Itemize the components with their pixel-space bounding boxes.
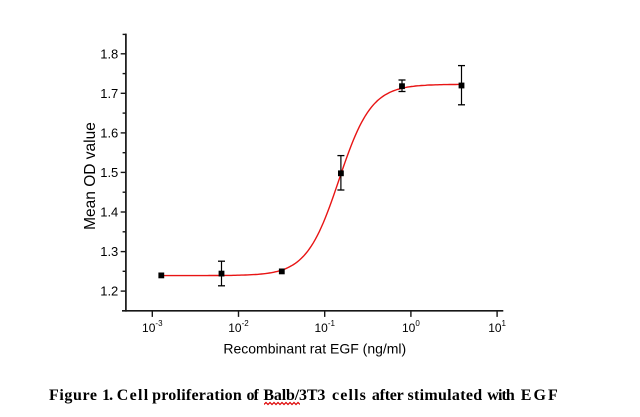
svg-text:Recombinant rat EGF (ng/ml): Recombinant rat EGF (ng/ml) xyxy=(223,340,406,356)
svg-text:Mean OD value: Mean OD value xyxy=(82,122,99,230)
svg-text:100: 100 xyxy=(402,319,420,335)
svg-text:10-1: 10-1 xyxy=(314,319,335,335)
svg-text:1.2: 1.2 xyxy=(100,284,118,299)
svg-text:10-2: 10-2 xyxy=(228,319,249,335)
svg-text:1.3: 1.3 xyxy=(100,244,118,259)
svg-text:1.4: 1.4 xyxy=(100,205,118,220)
svg-text:101: 101 xyxy=(488,319,506,335)
svg-text:1.7: 1.7 xyxy=(100,86,118,101)
svg-text:10-3: 10-3 xyxy=(142,319,163,335)
svg-text:1.8: 1.8 xyxy=(100,46,118,61)
svg-text:1.6: 1.6 xyxy=(100,125,118,140)
svg-text:1.5: 1.5 xyxy=(100,165,118,180)
